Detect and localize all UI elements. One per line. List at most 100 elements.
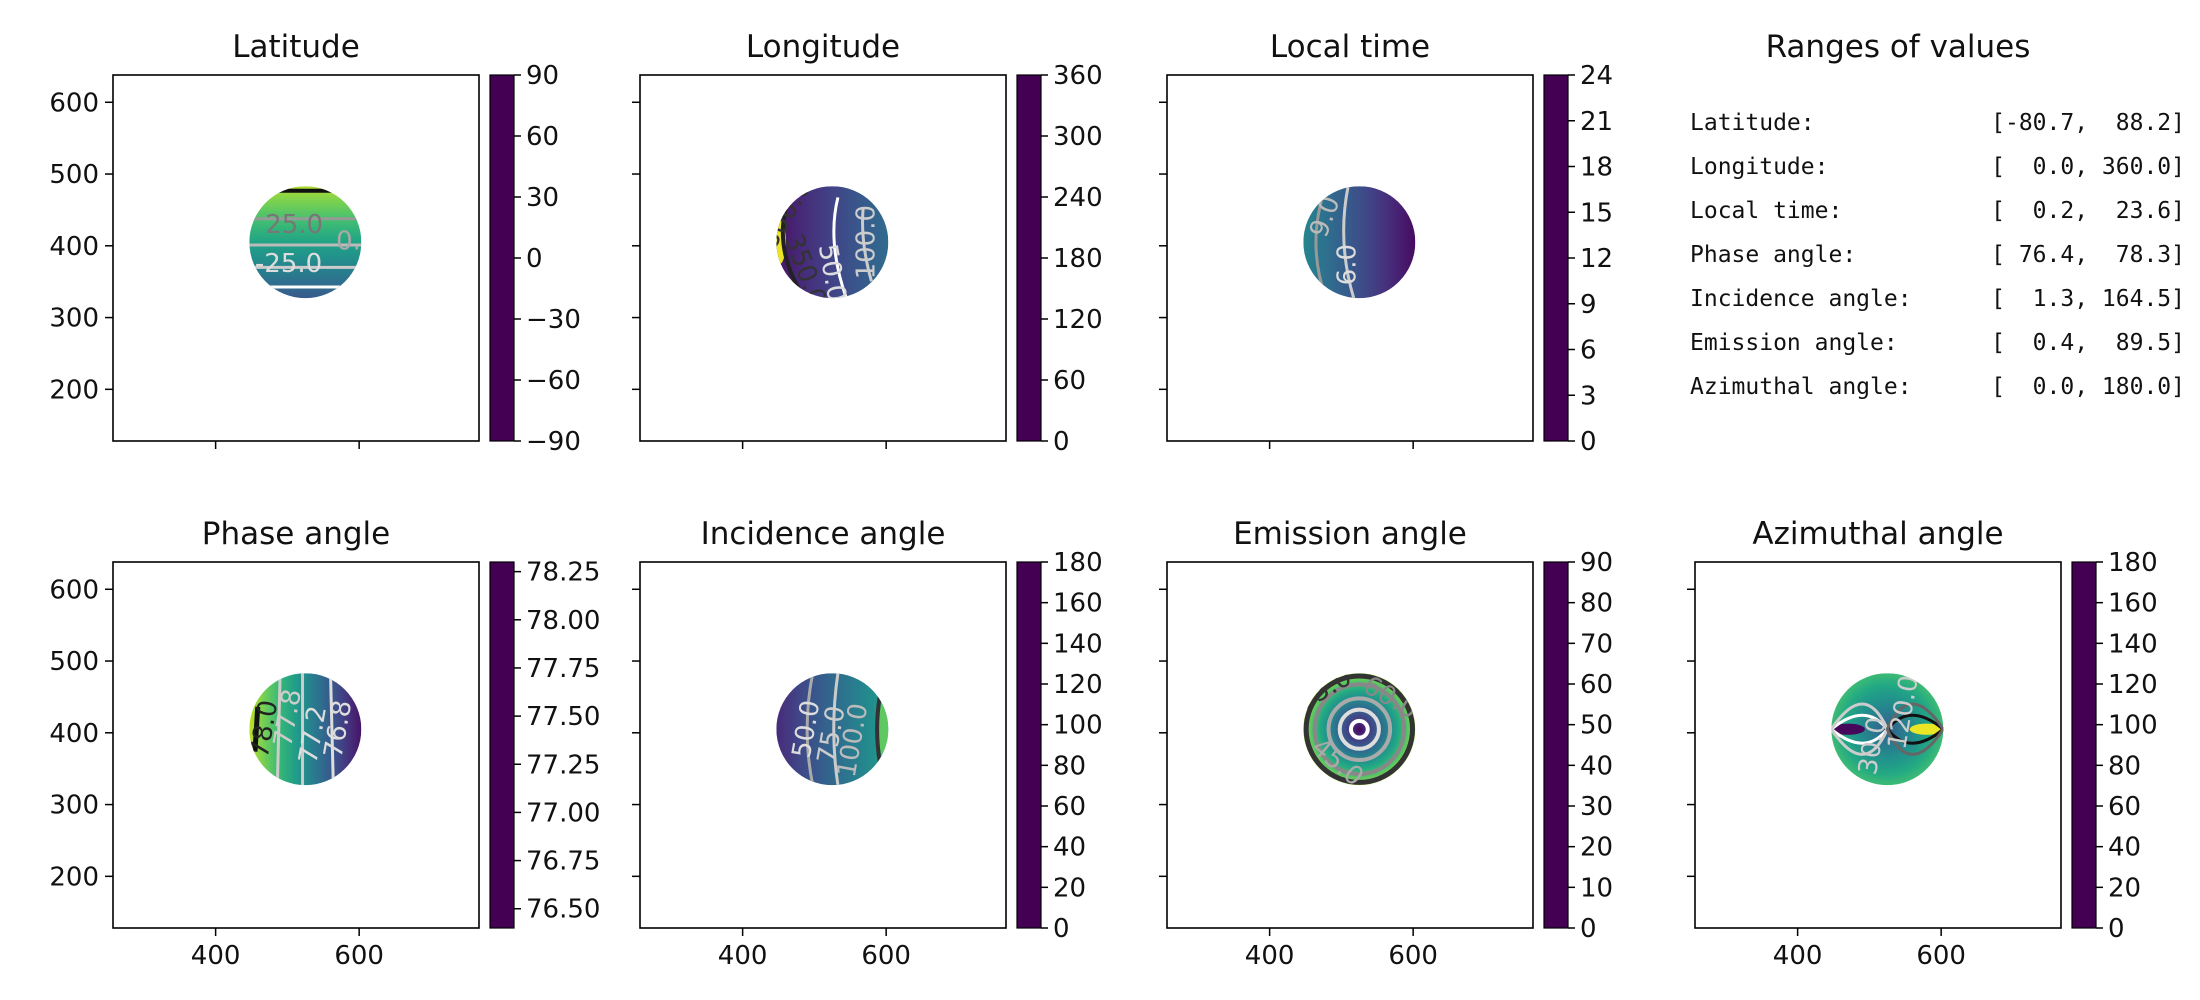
- range-value: [ 0.2, 23.6]: [1991, 198, 2185, 224]
- colorbar-tick-label: 70: [1580, 629, 1613, 659]
- plot-frame: [112, 561, 480, 929]
- colorbar-tick-label: 300: [1053, 122, 1103, 152]
- x-tick-label: 600: [1916, 941, 1966, 971]
- colorbar-tick-label: 160: [2108, 589, 2158, 619]
- colorbar-tick-label: 120: [1053, 670, 1103, 700]
- range-value: [ 0.0, 360.0]: [1991, 154, 2185, 180]
- y-tick-label: 600: [49, 88, 99, 118]
- colorbar-tick-label: 0: [1053, 427, 1070, 457]
- range-label: Azimuthal angle:: [1690, 374, 1912, 400]
- colorbar-tick-label: 0: [1580, 914, 1597, 944]
- range-value: [ 0.0, 180.0]: [1991, 374, 2185, 400]
- range-label: Emission angle:: [1690, 330, 1898, 356]
- contour-label: 6.0: [1333, 244, 1363, 285]
- colorbar-tick-label: 100: [2108, 711, 2158, 741]
- colorbar-tick-label: 180: [2108, 548, 2158, 578]
- panel-title: Phase angle: [202, 516, 390, 552]
- colorbar-tick-label: 180: [1053, 244, 1103, 274]
- colorbar-tick-label: 20: [1580, 833, 1613, 863]
- range-value: [ 0.4, 89.5]: [1991, 330, 2185, 356]
- colorbar-tick-label: 60: [526, 122, 559, 152]
- colorbar-tick-label: 20: [2108, 873, 2141, 903]
- colorbar-tick-label: 240: [1053, 183, 1103, 213]
- colorbar-tick-label: 50: [1580, 711, 1613, 741]
- colorbar-tick-label: 30: [1580, 792, 1613, 822]
- panel-title: Emission angle: [1233, 516, 1467, 552]
- colorbar-tick-label: 80: [1580, 589, 1613, 619]
- colorbar-tick-label: 77.50: [526, 702, 600, 732]
- disk-image: 25.0 -25.0 0.0: [249, 186, 377, 299]
- colorbar-tick-label: 40: [1053, 833, 1086, 863]
- colorbar-tick-label: 60: [2108, 792, 2141, 822]
- contour-label: 100.0: [852, 205, 882, 279]
- disk-image: 75.0 60.045.0: [1303, 673, 1415, 785]
- plot-frame: [112, 74, 480, 442]
- x-tick-label: 400: [1773, 941, 1823, 971]
- panel-title: Local time: [1270, 29, 1430, 65]
- plot-frame: [1166, 74, 1534, 442]
- colorbar-tick-label: 9: [1580, 290, 1597, 320]
- colorbar-tick-label: 21: [1580, 107, 1613, 137]
- panel-phase-angle: Phase angle 78.077.877.276.8 400 600 200 300 4…: [49, 516, 600, 971]
- panel-local-time: Local time 9.06.0 24 21 18 15 12 9 6 3 0: [1159, 29, 1613, 457]
- colorbar-tick-label: 0: [526, 244, 543, 274]
- colorbar: [1543, 561, 1569, 929]
- colorbar: [2071, 561, 2097, 929]
- colorbar-tick-label: 80: [2108, 751, 2141, 781]
- range-label: Phase angle:: [1690, 242, 1856, 268]
- colorbar-tick-label: 77.75: [526, 654, 600, 684]
- x-tick-label: 600: [861, 941, 911, 971]
- colorbar-tick-label: 0: [1053, 914, 1070, 944]
- colorbar-tick-label: 30: [526, 183, 559, 213]
- colorbar-tick-label: −30: [526, 305, 581, 335]
- ranges-panel-title: Ranges of values: [1766, 29, 2031, 65]
- panel-title: Incidence angle: [701, 516, 946, 552]
- contour-label: 25.0: [265, 210, 323, 240]
- colorbar-tick-label: 60: [1580, 670, 1613, 700]
- x-tick-label: 400: [191, 941, 241, 971]
- colorbar-tick-label: 120: [1053, 305, 1103, 335]
- colorbar: [1543, 74, 1569, 442]
- disk-image: 9.06.0: [1303, 186, 1416, 299]
- colorbar-tick-label: 10: [1580, 873, 1613, 903]
- plot-frame: [1166, 561, 1534, 929]
- colorbar-tick-label: 3: [1580, 381, 1597, 411]
- colorbar: [1016, 74, 1042, 442]
- y-tick-label: 600: [49, 575, 99, 605]
- colorbar-tick-label: 77.25: [526, 750, 600, 780]
- colorbar-tick-label: 6: [1580, 336, 1597, 366]
- colorbar-tick-label: 140: [2108, 629, 2158, 659]
- panel-latitude: Latitude25.0-25.00.020030040050060090603…: [49, 29, 581, 457]
- colorbar-tick-label: 15: [1580, 198, 1613, 228]
- colorbar-tick-label: 78.25: [526, 558, 600, 588]
- x-tick-label: 400: [718, 941, 768, 971]
- y-tick-label: 200: [49, 862, 99, 892]
- colorbar-tick-label: 76.50: [526, 895, 600, 925]
- colorbar-tick-label: 90: [1580, 548, 1613, 578]
- colorbar-tick-label: 12: [1580, 244, 1613, 274]
- colorbar-tick-label: 24: [1580, 61, 1613, 91]
- contour-label: 0.0: [336, 227, 377, 257]
- colorbar-tick-label: 0: [2108, 914, 2125, 944]
- ranges-panel: Ranges of values Latitude: [-80.7, 88.2] L…: [1690, 29, 2185, 400]
- colorbar-tick-label: 120: [2108, 670, 2158, 700]
- y-tick-label: 500: [49, 160, 99, 190]
- colorbar-tick-label: 60: [1053, 366, 1086, 396]
- colorbar-tick-label: 40: [1580, 751, 1613, 781]
- panel-title: Azimuthal angle: [1752, 516, 2003, 552]
- colorbar-tick-label: 140: [1053, 629, 1103, 659]
- x-tick-label: 600: [334, 941, 384, 971]
- contour-label: -25.0: [255, 249, 322, 279]
- panel-title: Longitude: [746, 29, 900, 65]
- panel-title: Latitude: [232, 29, 360, 65]
- colorbar-tick-label: −90: [526, 427, 581, 457]
- colorbar: [489, 561, 515, 929]
- colorbar-tick-label: −60: [526, 366, 581, 396]
